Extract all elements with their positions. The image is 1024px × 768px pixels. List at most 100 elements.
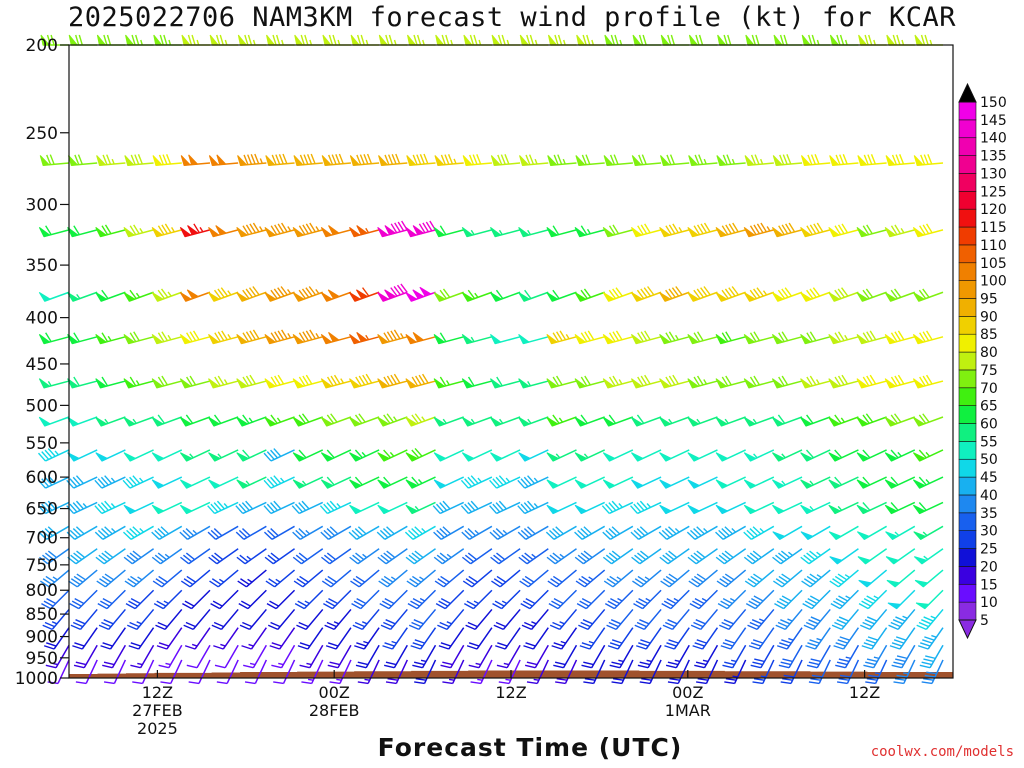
wind-barb xyxy=(293,153,323,167)
wind-barb xyxy=(772,449,803,462)
wind-barb xyxy=(211,608,239,630)
wind-barb xyxy=(291,500,324,515)
wind-barb xyxy=(884,374,916,389)
wind-barb xyxy=(743,331,775,345)
wind-barb xyxy=(518,227,549,238)
wind-barb xyxy=(160,659,183,685)
wind-barb xyxy=(38,416,70,427)
wind-barb xyxy=(38,332,70,345)
wind-barb xyxy=(406,569,436,588)
wind-barb xyxy=(715,449,746,462)
wind-barb xyxy=(517,475,549,489)
wind-barb xyxy=(800,476,831,489)
wind-barb xyxy=(433,449,465,462)
wind-barb xyxy=(292,286,323,302)
wind-barb xyxy=(546,289,577,302)
y-tick-label: 400 xyxy=(26,309,58,329)
wind-barb xyxy=(489,525,521,540)
wind-barb xyxy=(688,154,718,167)
wind-barb xyxy=(236,286,267,302)
wind-barb xyxy=(639,659,662,685)
wind-barb xyxy=(292,413,323,427)
wind-barb xyxy=(574,476,605,489)
wind-barb xyxy=(517,525,549,540)
wind-barb xyxy=(715,501,746,515)
wind-barb xyxy=(264,286,295,302)
wind-barb xyxy=(208,287,239,302)
wind-barb xyxy=(267,608,296,630)
wind-barb xyxy=(350,34,380,46)
wind-barb xyxy=(659,223,690,238)
wind-barb xyxy=(320,225,352,238)
wind-barb xyxy=(801,34,831,46)
wind-barb xyxy=(800,287,831,302)
wind-barb xyxy=(95,376,126,389)
colorbar-swatch xyxy=(958,512,977,531)
wind-barb xyxy=(829,34,859,46)
wind-barb xyxy=(603,569,634,588)
wind-barb xyxy=(659,449,690,462)
wind-barb xyxy=(886,569,916,588)
wind-barb xyxy=(574,501,605,515)
wind-barb xyxy=(835,644,860,669)
wind-barb xyxy=(349,373,380,389)
wind-barb xyxy=(667,659,690,685)
wind-barb xyxy=(858,569,888,588)
colorbar-label: 110 xyxy=(980,238,1007,254)
wind-barb xyxy=(575,569,606,588)
wind-barb xyxy=(235,500,267,515)
wind-barb xyxy=(919,644,944,669)
wind-barb xyxy=(743,416,775,427)
y-tick-label: 550 xyxy=(26,434,58,454)
colorbar-label: 65 xyxy=(980,399,998,415)
wind-barb xyxy=(463,34,492,46)
wind-barb xyxy=(151,331,182,345)
wind-barb xyxy=(324,608,352,630)
wind-barb xyxy=(432,500,465,515)
wind-barb xyxy=(186,644,211,669)
wind-barb xyxy=(916,608,944,630)
wind-barb xyxy=(518,333,549,345)
wind-barb xyxy=(574,330,605,345)
y-tick-label: 650 xyxy=(26,500,58,520)
wind-barb xyxy=(630,286,662,302)
wind-barb xyxy=(519,154,549,167)
wind-barb xyxy=(320,476,352,489)
wind-barb xyxy=(828,414,859,427)
wind-barb xyxy=(631,154,662,167)
colorbar-swatch xyxy=(958,316,977,335)
wind-barb xyxy=(659,331,690,345)
wind-barb xyxy=(548,589,578,610)
wind-barb xyxy=(94,525,126,540)
colorbar-label: 90 xyxy=(980,309,998,325)
wind-barb xyxy=(67,154,98,167)
colorbar-label: 10 xyxy=(980,595,998,611)
wind-barb xyxy=(321,569,352,588)
wind-barb xyxy=(70,608,98,630)
colorbar-swatch xyxy=(958,155,977,174)
wind-barb xyxy=(151,449,183,462)
wind-barb xyxy=(687,416,718,427)
wind-barb xyxy=(774,589,803,610)
wind-barb xyxy=(209,34,239,46)
wind-barb xyxy=(95,224,126,238)
wind-barb xyxy=(405,447,436,462)
wind-barb xyxy=(405,413,436,427)
wind-barb xyxy=(828,223,859,238)
wind-barb xyxy=(637,644,662,669)
wind-barb xyxy=(410,627,437,650)
wind-barb xyxy=(236,414,267,427)
wind-barb xyxy=(856,374,887,389)
wind-barb xyxy=(378,153,408,167)
wind-barb xyxy=(772,525,803,540)
wind-barb xyxy=(634,608,662,630)
wind-barb xyxy=(377,329,408,345)
y-tick-label: 450 xyxy=(26,355,58,375)
wind-barb xyxy=(132,659,155,685)
wind-barb xyxy=(574,375,605,389)
wind-barb xyxy=(692,627,719,650)
wind-barb xyxy=(433,225,464,238)
wind-barb xyxy=(578,608,606,630)
wind-barb xyxy=(438,627,465,650)
wind-barb xyxy=(320,374,352,389)
